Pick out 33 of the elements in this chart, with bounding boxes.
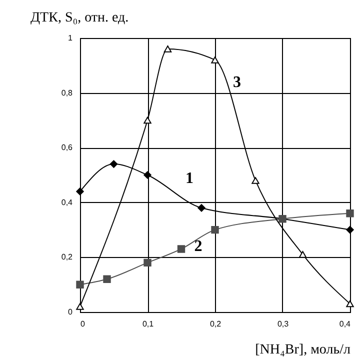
- y-axis-title: ДТК, S₀, отн. ед.: [30, 10, 129, 26]
- point: [346, 210, 354, 218]
- y-tick-label: 0: [68, 308, 74, 316]
- x-tick-label: 0,3: [277, 320, 290, 328]
- x-tick-label: 0: [80, 320, 86, 328]
- x-tick-label: 0,2: [210, 320, 222, 328]
- point: [103, 275, 111, 283]
- point: [76, 280, 84, 288]
- point: [198, 204, 206, 212]
- y-tick-label: 0,8: [61, 88, 74, 98]
- point: [110, 160, 118, 168]
- point: [298, 251, 307, 258]
- series-label: 3: [233, 74, 241, 91]
- y-tick-label: 0,4: [61, 198, 74, 207]
- point: [252, 177, 260, 184]
- x-tick-label: 0,4: [339, 320, 352, 328]
- series-label: 1: [186, 170, 194, 187]
- point: [177, 245, 186, 253]
- point: [211, 226, 219, 234]
- point: [144, 171, 152, 179]
- point: [346, 300, 354, 308]
- y-tick-label: 0,2: [61, 252, 74, 262]
- series-label: 2: [194, 238, 202, 255]
- point: [211, 56, 219, 64]
- y-tick-label: 1: [68, 34, 74, 42]
- x-tick-label: 0,1: [142, 320, 154, 328]
- point: [346, 226, 354, 234]
- point: [144, 258, 152, 267]
- x-axis-title: [NH₄Br], моль/л: [255, 342, 350, 358]
- point: [76, 188, 84, 196]
- point: [144, 116, 152, 124]
- point: [164, 46, 172, 52]
- y-tick-label: 0,6: [61, 143, 74, 152]
